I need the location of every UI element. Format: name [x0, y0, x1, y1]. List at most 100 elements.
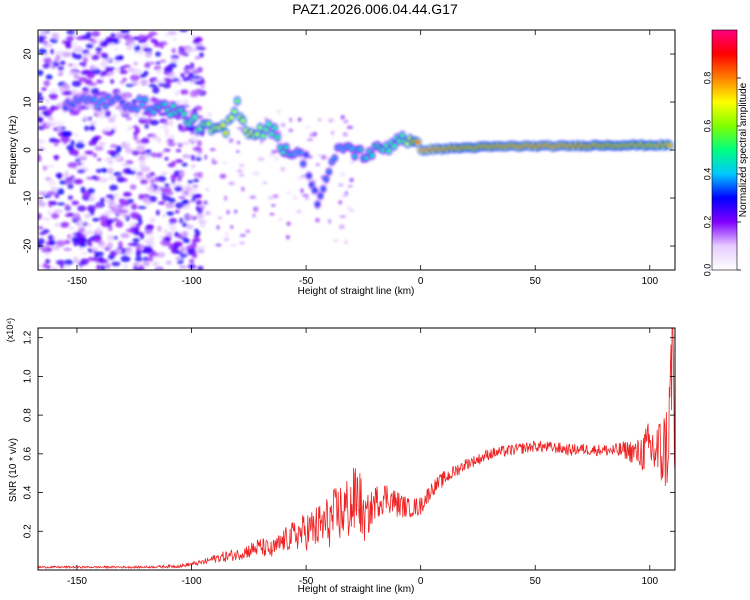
- spectrogram-ridge-core: [349, 147, 354, 151]
- spectrogram-ridge-core: [261, 134, 266, 138]
- spectrogram-noise-mark: [98, 114, 108, 119]
- spectrogram-noise-mark: [86, 176, 93, 180]
- spectrogram-noise-mark: [47, 234, 54, 241]
- spectrogram-noise-mark: [203, 200, 208, 205]
- spectrogram-noise-mark: [170, 174, 177, 181]
- spectrogram-ridge-core: [258, 125, 263, 130]
- colorbar-frame: [711, 29, 738, 271]
- spectrogram-noise-mark: [165, 260, 172, 265]
- spectrogram-noise-mark: [137, 40, 147, 44]
- spectrogram-noise-mark: [192, 40, 200, 44]
- spectrogram-noise-mark: [143, 153, 151, 159]
- spectrogram-noise-mark: [195, 157, 202, 161]
- spectrogram-noise-mark: [349, 160, 354, 165]
- spectrogram-noise-mark: [139, 50, 144, 55]
- spectrogram-ridge-core: [229, 115, 234, 120]
- spectrogram-noise-mark: [182, 76, 191, 82]
- spectrogram-noise-mark: [179, 253, 188, 258]
- spectrogram-noise-mark: [349, 177, 354, 183]
- spectrogram-noise-mark: [142, 47, 152, 51]
- spectrogram-noise-mark: [223, 195, 228, 201]
- spectrogram-noise-mark: [135, 251, 142, 258]
- spectrogram-noise-mark: [193, 178, 200, 183]
- spectrogram-noise-mark: [149, 195, 157, 203]
- spectrogram-ridge-core: [321, 187, 326, 191]
- spectrogram-ridge-core: [232, 109, 237, 114]
- spectrogram-noise-mark: [196, 140, 202, 147]
- spectrogram-x-tick-label: 50: [530, 276, 542, 287]
- spectrogram-noise-mark: [180, 72, 186, 78]
- spectrogram-ridge-core: [392, 144, 397, 148]
- spectrogram-noise-mark: [274, 156, 279, 161]
- spectrogram-noise-mark: [300, 188, 304, 194]
- spectrogram-noise-mark: [83, 69, 92, 74]
- snr-y-tick-label: 1.2: [23, 330, 34, 344]
- spectrogram-noise-mark: [159, 125, 169, 129]
- snr-x-tick-label: -50: [299, 576, 314, 587]
- spectrogram-noise-mark: [73, 75, 81, 79]
- spectrogram-ridge-core: [103, 104, 108, 108]
- spectrogram-noise-mark: [136, 145, 146, 152]
- spectrogram-noise-mark: [38, 263, 42, 268]
- spectrogram-noise-mark: [241, 186, 245, 192]
- spectrogram-ridge-core: [306, 174, 311, 178]
- spectrogram-marks: [38, 30, 674, 270]
- spectrogram-ridge-core: [168, 113, 173, 117]
- spectrogram-y-tick-label: 20: [23, 48, 34, 60]
- spectrogram-noise-mark: [55, 239, 66, 247]
- spectrogram-noise-mark: [164, 127, 170, 135]
- spectrogram-noise-mark: [195, 246, 204, 253]
- spectrogram-noise-mark: [119, 80, 125, 84]
- spectrogram-noise-mark: [100, 52, 106, 59]
- spectrogram-noise-mark: [272, 194, 279, 199]
- spectrogram-noise-mark: [145, 185, 155, 192]
- spectrogram-noise-mark: [113, 59, 121, 65]
- spectrogram-noise-mark: [100, 264, 106, 270]
- spectrogram-y-tick-label: -10: [23, 190, 34, 205]
- spectrogram-noise-mark: [64, 203, 70, 210]
- spectrogram-ridge-core: [206, 122, 211, 126]
- spectrogram-noise-mark: [160, 171, 168, 176]
- spectrogram-noise-mark: [132, 82, 139, 86]
- spectrogram-noise-mark: [193, 228, 199, 233]
- spectrogram-noise-mark: [65, 41, 72, 48]
- spectrogram-noise-mark: [149, 252, 160, 257]
- colorbar-tick-label: 0.0: [702, 264, 712, 277]
- spectrogram-noise-mark: [191, 164, 196, 169]
- spectrogram-noise-mark: [277, 109, 281, 115]
- spectrogram-noise-mark: [54, 193, 60, 199]
- spectrogram-noise-mark: [189, 131, 195, 136]
- spectrogram-noise-mark: [138, 193, 144, 200]
- spectrogram-noise-mark: [338, 183, 344, 187]
- spectrogram-noise-mark: [190, 154, 196, 161]
- spectrogram-noise-mark: [142, 261, 151, 267]
- spectrogram-noise-mark: [95, 51, 102, 55]
- spectrogram-noise-mark: [96, 158, 102, 162]
- spectrogram-noise-mark: [192, 184, 199, 188]
- spectrogram-noise-mark: [51, 245, 61, 251]
- spectrogram-noise-mark: [45, 74, 53, 80]
- spectrogram-noise-mark: [119, 66, 125, 70]
- spectrogram-noise-mark: [87, 248, 94, 253]
- spectrogram-noise-mark: [184, 65, 191, 69]
- spectrogram-noise-mark: [95, 47, 103, 52]
- spectrogram-y-tick-label: -20: [23, 238, 34, 253]
- spectrogram-noise-mark: [340, 171, 345, 177]
- spectrogram-noise-mark: [162, 82, 172, 89]
- spectrogram-noise-mark: [84, 150, 94, 155]
- spectrogram-noise-mark: [133, 45, 141, 52]
- spectrogram-noise-mark: [126, 36, 135, 44]
- spectrogram-noise-mark: [137, 34, 146, 42]
- spectrogram-ridge-core: [324, 177, 329, 181]
- spectrogram-noise-mark: [77, 227, 86, 234]
- spectrogram-noise-mark: [158, 235, 165, 240]
- spectrogram-noise-mark: [269, 212, 275, 216]
- spectrogram-noise-mark: [122, 77, 127, 82]
- spectrogram-noise-mark: [152, 86, 160, 94]
- spectrogram-noise-mark: [144, 123, 149, 129]
- spectrogram-noise-mark: [135, 256, 143, 262]
- spectrogram-noise-mark: [99, 40, 109, 48]
- spectrogram-noise-mark: [65, 177, 74, 181]
